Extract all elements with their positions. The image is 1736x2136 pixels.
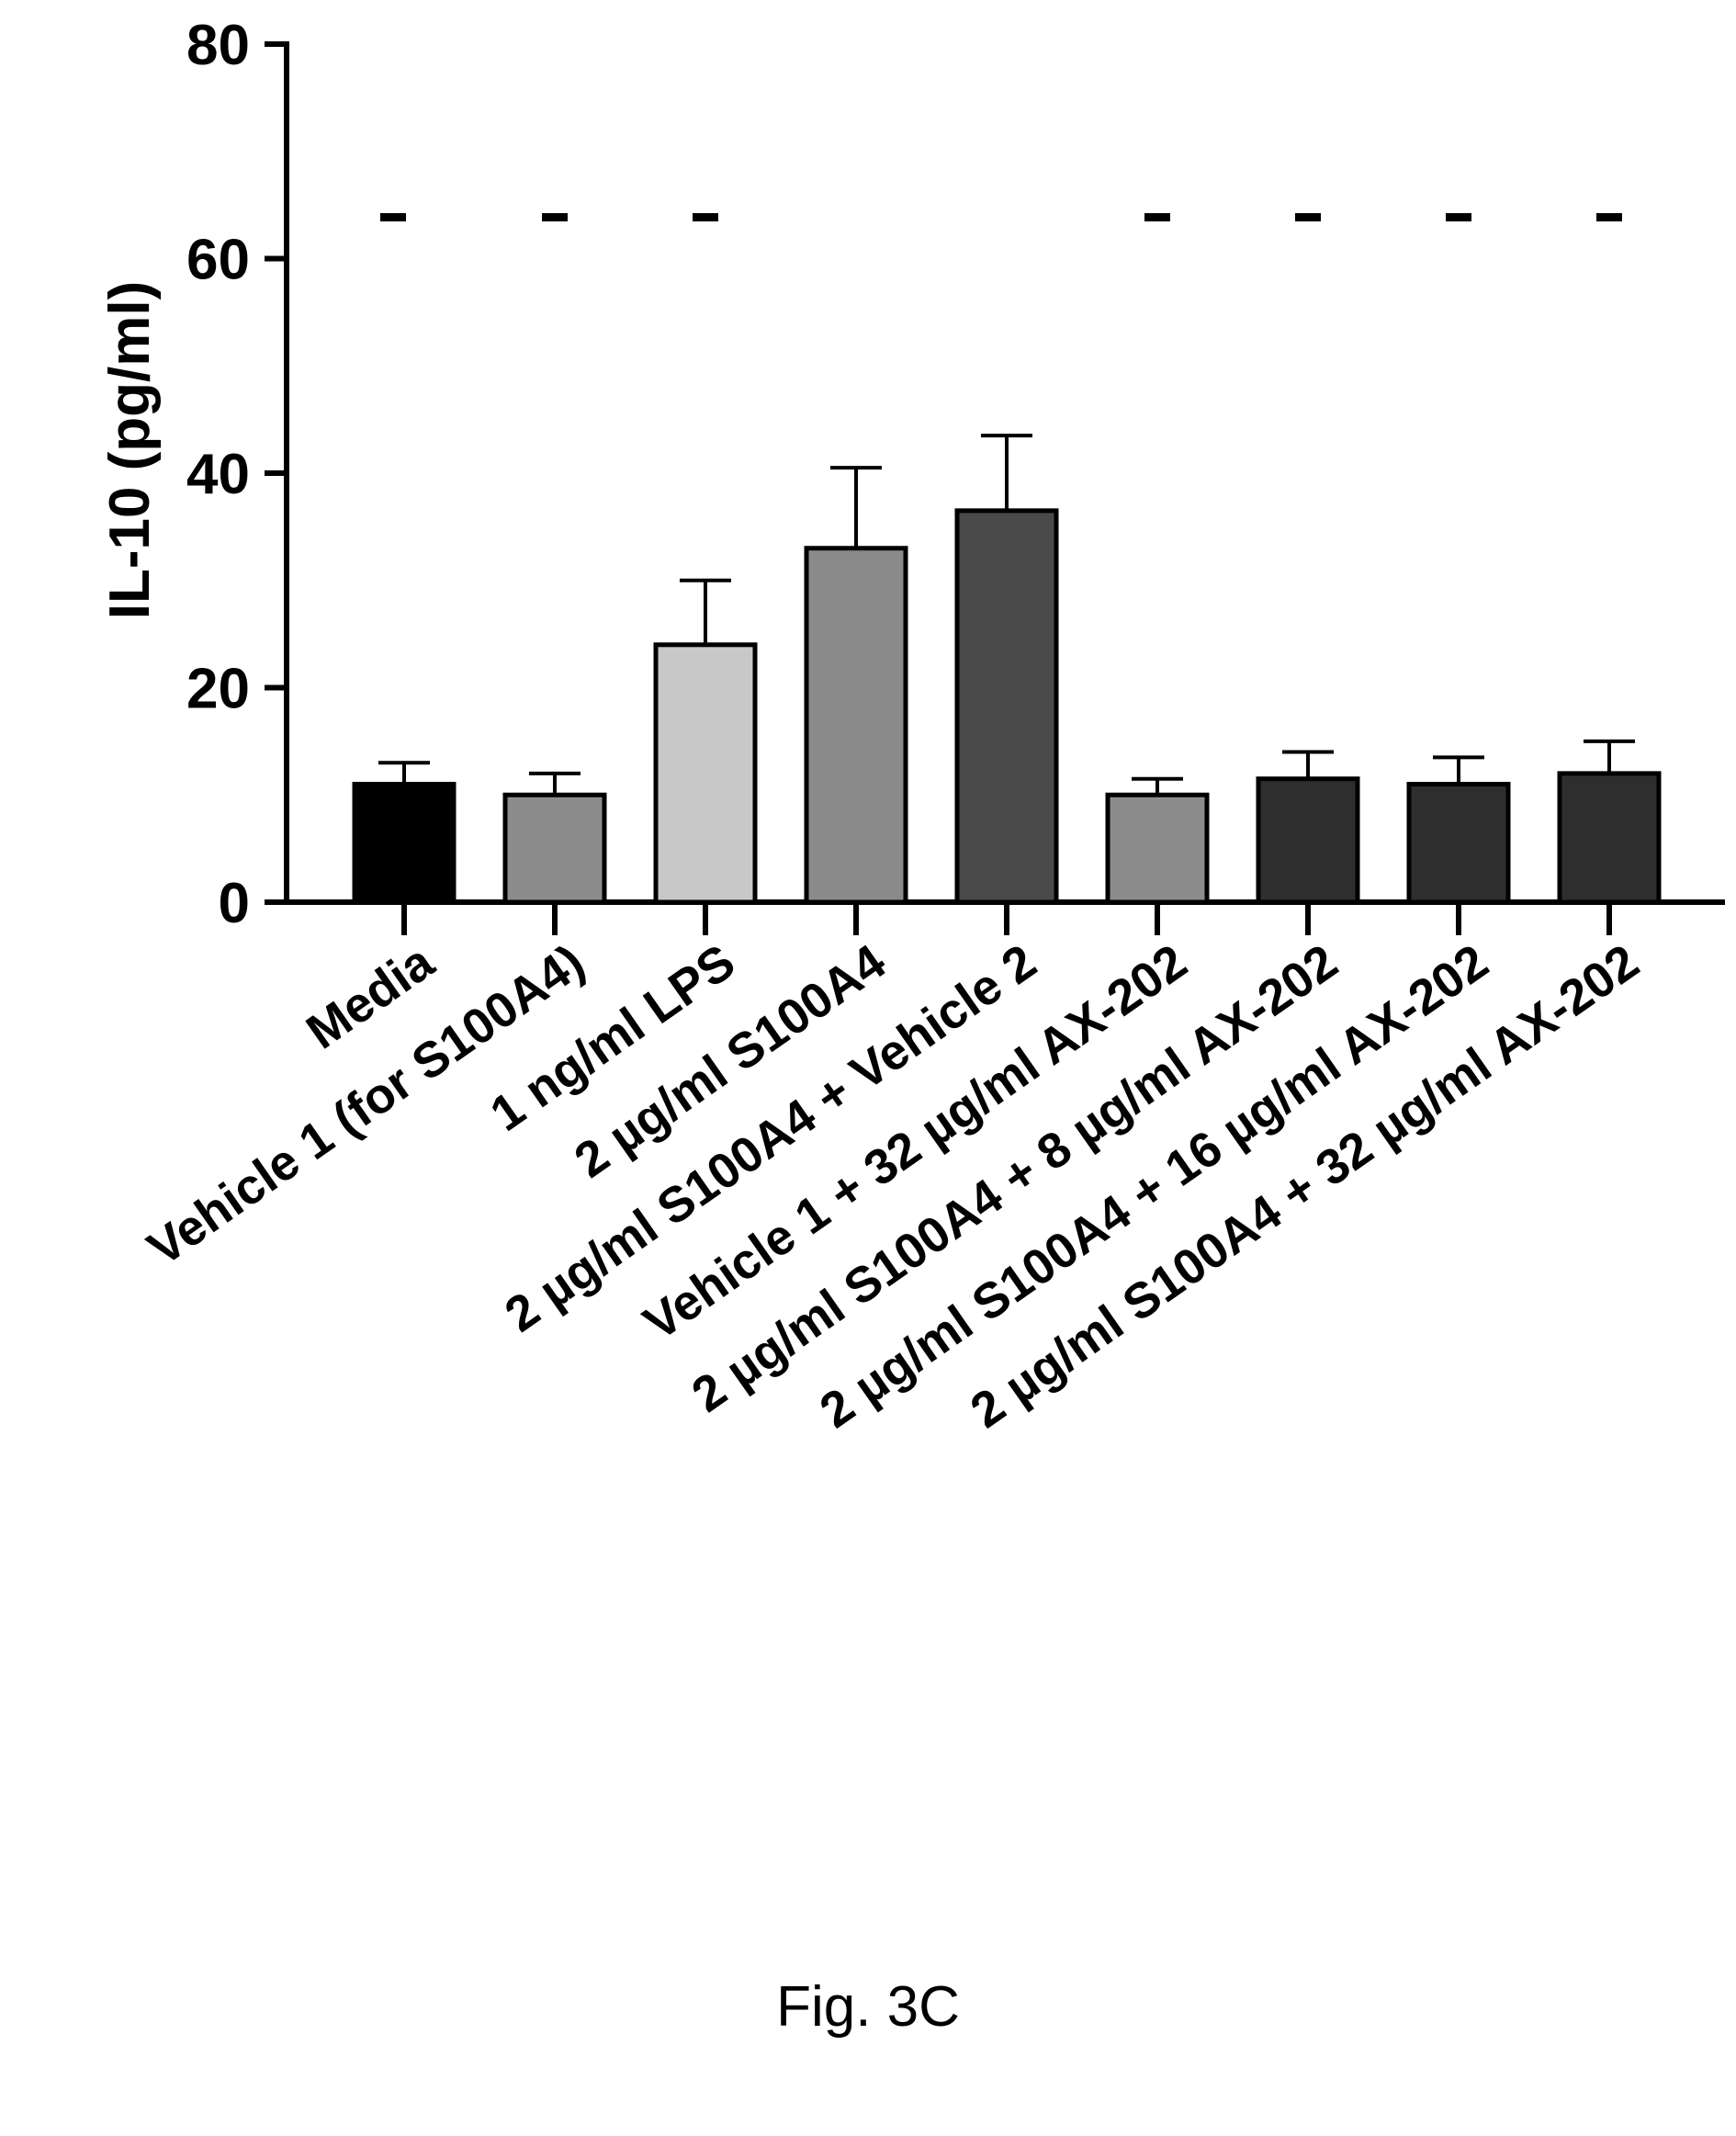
bar	[1406, 782, 1511, 905]
x-axis	[284, 899, 1725, 935]
significance-mark	[542, 213, 568, 221]
bar	[1557, 771, 1662, 905]
y-tick-label: 60	[186, 229, 250, 292]
significance-mark	[380, 213, 406, 221]
y-tick-label: 80	[186, 14, 250, 77]
bar	[954, 508, 1059, 905]
y-tick-label: 0	[219, 872, 250, 935]
significance-mark	[1596, 213, 1622, 221]
y-tick-label: 40	[186, 443, 250, 506]
significance-mark	[693, 213, 718, 221]
bar	[352, 782, 457, 905]
y-axis-label: IL-10 (pg/ml)	[98, 281, 162, 620]
y-axis: 0 20 40 60 80	[186, 14, 289, 935]
figure-caption: Fig. 3C	[776, 1975, 960, 2039]
significance-mark	[1446, 213, 1471, 221]
error-bars	[378, 434, 1635, 796]
significance-mark	[1144, 213, 1170, 221]
bar	[502, 792, 607, 905]
bars	[352, 508, 1662, 905]
bar	[653, 642, 758, 905]
y-tick-label: 20	[186, 658, 250, 721]
bar	[804, 546, 908, 905]
significance-mark	[1295, 213, 1321, 221]
significance-marks	[380, 213, 1622, 221]
bar	[1105, 792, 1210, 905]
bar	[1256, 776, 1360, 905]
